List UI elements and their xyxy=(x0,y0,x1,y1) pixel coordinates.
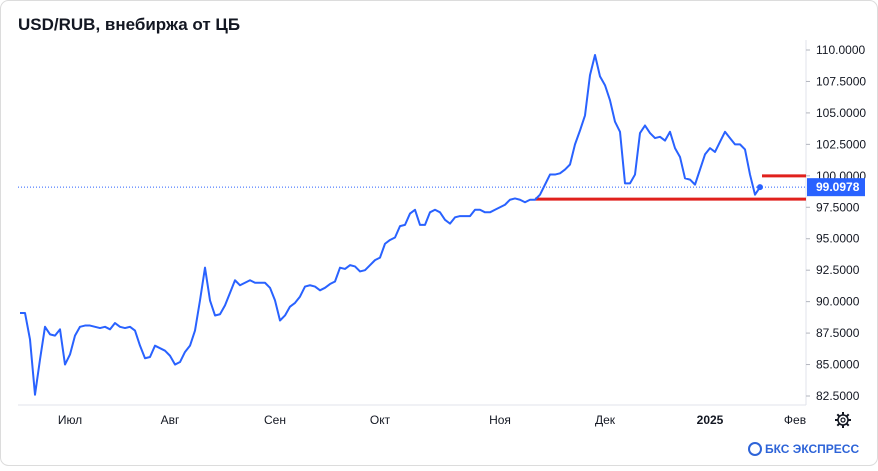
last-value-box xyxy=(807,178,865,197)
y-tick-label: 105.0000 xyxy=(816,106,866,120)
x-tick-label: Фев xyxy=(784,413,806,427)
chart-title: USD/RUB, внебиржа от ЦБ xyxy=(18,15,240,34)
settings-icon[interactable] xyxy=(835,412,851,428)
y-tick-label: 107.5000 xyxy=(816,74,866,88)
y-tick-label: 110.0000 xyxy=(816,43,865,57)
x-tick-label: Авг xyxy=(161,413,180,427)
last-point xyxy=(757,184,763,191)
x-tick-label: Сен xyxy=(264,413,286,427)
x-tick-label: Июл xyxy=(58,413,82,427)
line-series xyxy=(20,54,761,396)
y-tick-label: 92.5000 xyxy=(816,263,860,277)
y-tick-label: 102.5000 xyxy=(816,137,866,151)
y-tick-label: 90.0000 xyxy=(816,295,860,309)
y-tick-label: 87.5000 xyxy=(816,326,860,340)
y-tick-label: 97.5000 xyxy=(816,200,860,214)
last-value-label: 99.0978 xyxy=(816,180,860,194)
y-tick-label: 85.0000 xyxy=(816,358,860,372)
y-tick-label: 95.0000 xyxy=(816,232,860,246)
x-tick-label: 2025 xyxy=(697,413,724,427)
brand-logo: БКС ЭКСПРЕСС xyxy=(748,442,859,456)
brand: БКС ЭКСПРЕСС xyxy=(765,442,859,456)
y-tick-label: 82.5000 xyxy=(816,389,860,403)
x-tick-label: Дек xyxy=(595,413,616,427)
x-tick-label: Окт xyxy=(370,413,391,427)
x-tick-label: Ноя xyxy=(489,413,511,427)
